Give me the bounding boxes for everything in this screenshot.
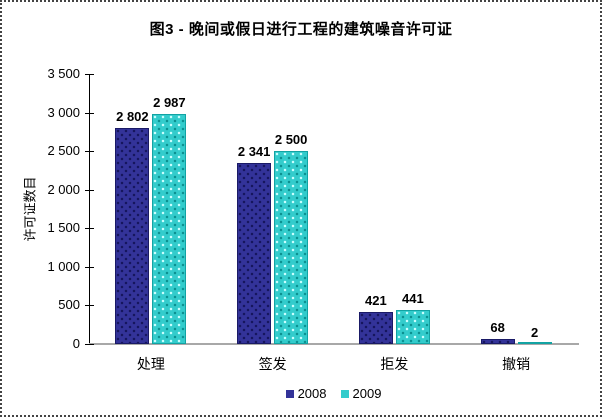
y-tick-label: 3 500 xyxy=(47,66,80,81)
y-tick-mark xyxy=(85,267,94,268)
bar-2009-拒发 xyxy=(395,309,430,344)
legend-label-2009: 2009 xyxy=(352,386,382,401)
category-group: 2 802 2 987 xyxy=(90,74,212,344)
bar-2008-签发 xyxy=(237,163,272,344)
value-label-2008-签发: 2 341 xyxy=(237,144,271,160)
y-tick-label: 1 000 xyxy=(47,258,80,274)
bar-2008-拒发 xyxy=(358,311,393,344)
y-tick-label: 3 000 xyxy=(47,104,80,120)
bar-2008-撤销 xyxy=(480,338,515,344)
value-label-2009-撤销: 2 xyxy=(531,324,539,340)
y-tick-label: 0 xyxy=(72,336,80,351)
category-label-撤销: 撤销 xyxy=(502,356,531,372)
bar-2008-处理 xyxy=(115,127,150,344)
chart-title: 图3 - 晚间或假日进行工程的建筑噪音许可证 xyxy=(149,21,453,38)
value-label-2008-撤销: 68 xyxy=(490,319,505,335)
legend-marker-2009 xyxy=(340,389,349,398)
y-tick-label: 2 000 xyxy=(47,181,80,197)
value-label-2008-拒发: 421 xyxy=(365,292,387,308)
category-label-处理: 处理 xyxy=(136,356,165,372)
value-label-2009-签发: 2 500 xyxy=(274,132,308,148)
category-label-签发: 签发 xyxy=(258,356,287,372)
y-tick-mark xyxy=(85,344,94,345)
value-label-2009-处理: 2 987 xyxy=(153,94,186,110)
bar-2009-撤销 xyxy=(517,342,552,344)
category-group: 421 441 xyxy=(334,74,456,344)
category-group: 2 341 2 500 xyxy=(212,74,334,344)
legend-label-2008: 2008 xyxy=(297,386,327,401)
x-axis-baseline xyxy=(89,343,579,345)
bar-2009-处理 xyxy=(152,113,187,344)
legend-marker-2008 xyxy=(285,389,294,398)
y-axis-line xyxy=(89,74,90,344)
y-tick-mark xyxy=(85,190,94,191)
y-tick-label: 2 500 xyxy=(47,143,80,159)
category-group: 68 2 xyxy=(455,74,577,344)
y-tick-mark xyxy=(85,113,94,114)
legend-item-2008: 2008 xyxy=(285,386,327,401)
legend: 2008 2009 xyxy=(90,386,577,401)
bar-2009-签发 xyxy=(274,151,309,344)
value-label-2008-处理: 2 802 xyxy=(116,108,149,124)
y-tick-mark xyxy=(85,74,94,75)
legend-item-2009: 2009 xyxy=(340,386,382,401)
category-label-拒发: 拒发 xyxy=(380,356,409,372)
y-tick-mark xyxy=(85,228,94,229)
y-tick-mark xyxy=(85,305,94,306)
value-label-2009-拒发: 441 xyxy=(402,290,424,306)
y-tick-label: 500 xyxy=(58,297,80,313)
y-tick-label: 1 500 xyxy=(47,220,80,236)
y-tick-mark xyxy=(85,151,94,152)
